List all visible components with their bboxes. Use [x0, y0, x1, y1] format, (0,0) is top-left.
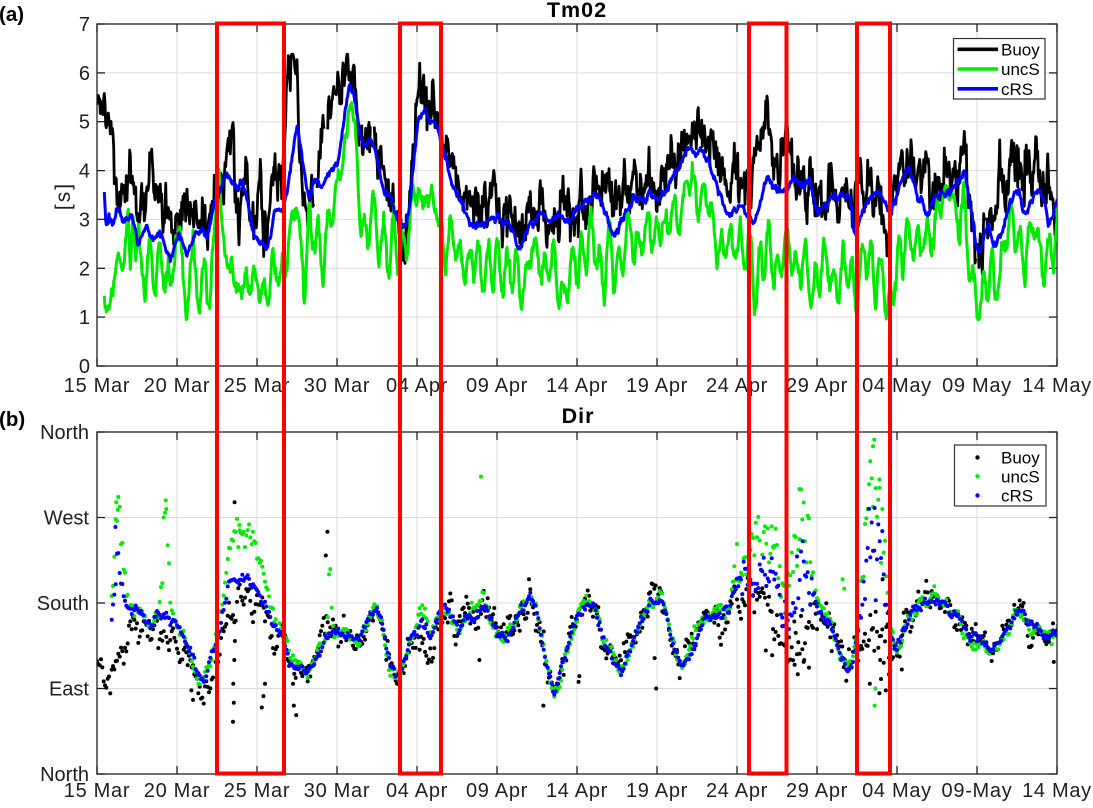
svg-text:20 Mar: 20 Mar	[144, 780, 210, 802]
svg-text:19 Apr: 19 Apr	[626, 375, 688, 397]
svg-text:15 Mar: 15 Mar	[64, 375, 130, 397]
svg-text:30 Mar: 30 Mar	[304, 375, 370, 397]
svg-text:04 May: 04 May	[862, 780, 932, 802]
svg-text:04 Apr: 04 Apr	[386, 375, 448, 397]
svg-text:25 Mar: 25 Mar	[224, 375, 290, 397]
svg-text:14 Apr: 14 Apr	[546, 780, 608, 802]
svg-text:1: 1	[79, 307, 90, 329]
svg-text:19 Apr: 19 Apr	[626, 780, 688, 802]
svg-text:30 Mar: 30 Mar	[304, 780, 370, 802]
svg-text:20 Mar: 20 Mar	[144, 375, 210, 397]
svg-text:5: 5	[79, 112, 90, 134]
svg-text:09-May: 09-May	[942, 780, 1013, 802]
svg-text:09 Apr: 09 Apr	[466, 375, 528, 397]
svg-text:Tm02: Tm02	[547, 0, 607, 22]
svg-text:Buoy: Buoy	[1001, 40, 1040, 59]
svg-text:2: 2	[79, 258, 90, 280]
svg-text:09 Apr: 09 Apr	[466, 780, 528, 802]
svg-text:29 Apr: 29 Apr	[786, 375, 848, 397]
svg-text:04 Apr: 04 Apr	[386, 780, 448, 802]
svg-text:4: 4	[79, 161, 90, 183]
svg-text:25 Mar: 25 Mar	[224, 780, 290, 802]
svg-text:North: North	[40, 422, 89, 444]
svg-text:6: 6	[79, 63, 90, 85]
svg-text:South: South	[37, 593, 89, 615]
svg-text:cRS: cRS	[1001, 80, 1033, 99]
svg-text:cRS: cRS	[1001, 487, 1033, 506]
svg-text:West: West	[44, 508, 90, 530]
svg-text:7: 7	[79, 14, 90, 36]
svg-text:Buoy: Buoy	[1001, 449, 1040, 468]
svg-text:09 May: 09 May	[942, 375, 1012, 397]
svg-text:uncS: uncS	[1001, 60, 1040, 79]
svg-text:24 Apr: 24 Apr	[706, 375, 768, 397]
svg-text:14 May: 14 May	[1022, 780, 1092, 802]
svg-text:(a): (a)	[0, 3, 24, 26]
svg-text:[s]: [s]	[52, 182, 75, 210]
svg-text:14 Apr: 14 Apr	[546, 375, 608, 397]
svg-text:15 Mar: 15 Mar	[64, 780, 130, 802]
svg-text:0: 0	[79, 356, 90, 378]
svg-text:(b): (b)	[0, 408, 25, 431]
svg-text:Dir: Dir	[562, 404, 595, 428]
svg-text:3: 3	[79, 209, 90, 231]
svg-text:29 Apr: 29 Apr	[786, 780, 848, 802]
svg-text:24 Apr: 24 Apr	[706, 780, 768, 802]
svg-text:North: North	[40, 764, 89, 786]
svg-text:uncS: uncS	[1001, 467, 1040, 486]
svg-text:04 May: 04 May	[862, 375, 932, 397]
svg-text:East: East	[49, 679, 89, 701]
svg-text:14 May: 14 May	[1022, 375, 1092, 397]
